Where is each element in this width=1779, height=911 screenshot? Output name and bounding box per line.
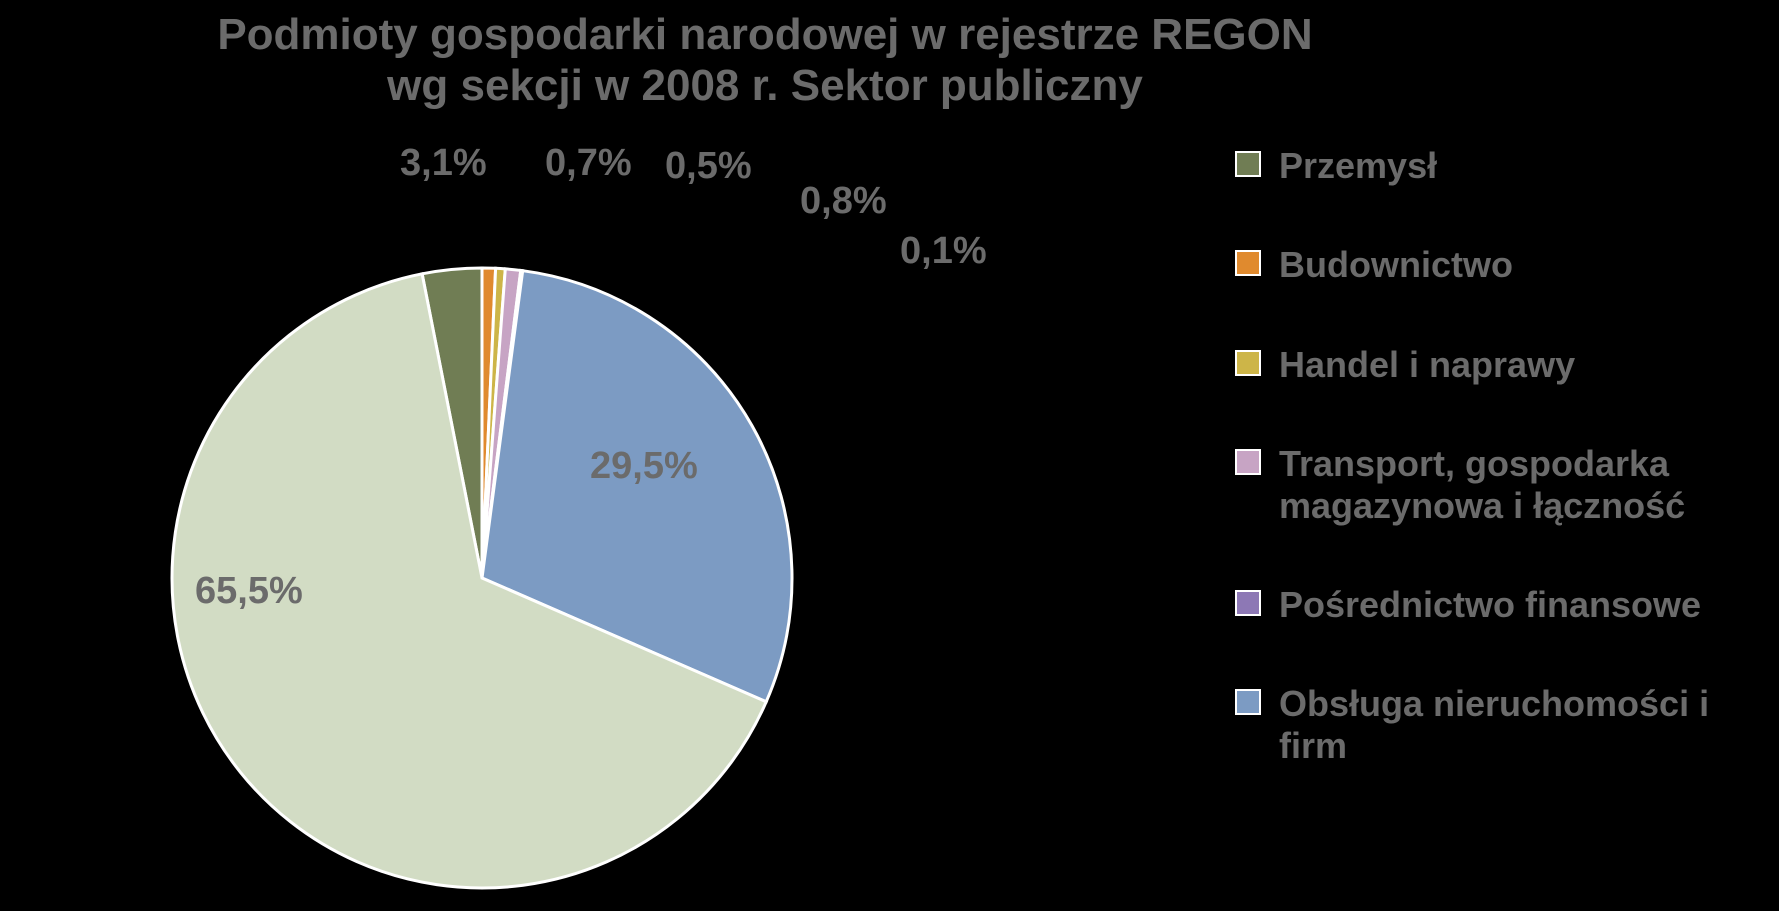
pie-label-budownictwo: 0,7%: [545, 142, 632, 185]
pie-label-handel: 0,5%: [665, 145, 752, 188]
pie-label-pozostale: 65,5%: [195, 570, 303, 613]
pie-label-przemysl: 3,1%: [400, 142, 487, 185]
chart-page: Podmioty gospodarki narodowej w rejestrz…: [0, 0, 1779, 911]
legend-item-budownictwo: Budownictwo: [1235, 244, 1749, 285]
legend-label-posrednictwo: Pośrednictwo finansowe: [1279, 584, 1701, 625]
pie-label-transport: 0,8%: [800, 180, 887, 223]
legend-swatch-transport: [1235, 449, 1261, 475]
legend-item-obsluga: Obsługa nieruchomości i firm: [1235, 683, 1749, 766]
legend-label-obsluga: Obsługa nieruchomości i firm: [1279, 683, 1749, 766]
legend-label-budownictwo: Budownictwo: [1279, 244, 1513, 285]
legend-swatch-przemysl: [1235, 151, 1261, 177]
legend-swatch-obsluga: [1235, 689, 1261, 715]
legend-item-handel: Handel i naprawy: [1235, 344, 1749, 385]
pie-label-obsluga: 29,5%: [590, 445, 698, 488]
legend-item-transport: Transport, gospodarkamagazynowa i łączno…: [1235, 443, 1749, 526]
legend-item-przemysl: Przemysł: [1235, 145, 1749, 186]
legend: Przemysł Budownictwo Handel i naprawy Trans…: [1235, 145, 1749, 766]
legend-swatch-posrednictwo: [1235, 590, 1261, 616]
legend-label-transport: Transport, gospodarkamagazynowa i łączno…: [1279, 443, 1685, 526]
legend-swatch-handel: [1235, 350, 1261, 376]
legend-label-handel: Handel i naprawy: [1279, 344, 1575, 385]
legend-swatch-budownictwo: [1235, 250, 1261, 276]
legend-label-przemysl: Przemysł: [1279, 145, 1437, 186]
legend-item-posrednictwo: Pośrednictwo finansowe: [1235, 584, 1749, 625]
pie-label-posrednictwo: 0,1%: [900, 230, 987, 273]
